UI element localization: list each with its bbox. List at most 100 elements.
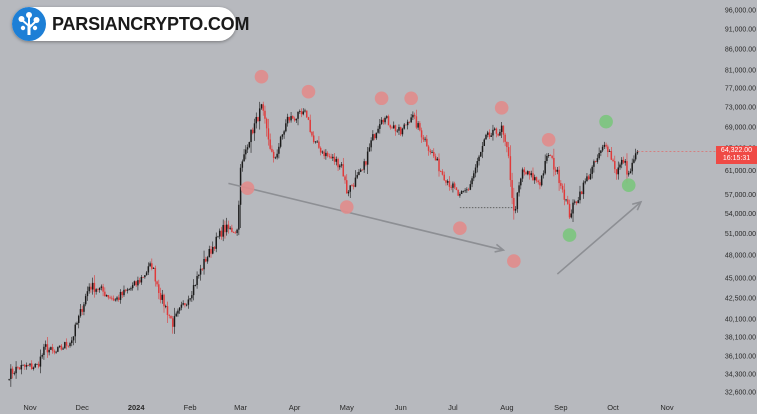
candle-body [422,137,425,140]
trend-arrow-down-head [494,243,506,253]
candle-body [224,224,226,233]
candle-body [323,151,325,157]
brand-name: PARSIANCRYPTO.COM [52,14,250,34]
candle-body [142,276,144,278]
candle-body [114,299,117,301]
candle-body [587,176,590,180]
candle-body [290,116,292,121]
candle-body [171,318,174,327]
candle-body [304,110,306,112]
candle-body [232,232,235,233]
candle-body [278,146,280,154]
candle-body [504,134,506,142]
candle-body [607,146,609,152]
candle-body [248,142,251,148]
last-price: 64,322.00 [720,147,753,154]
candle-body [133,281,136,286]
candle-body [455,187,458,190]
candle-body [147,266,150,273]
candle-body [401,128,404,135]
candle-body [335,158,338,162]
candle-body [603,144,606,147]
candle-body [410,117,412,123]
candle-body [58,345,61,348]
candle-body [399,127,402,135]
brand-logo: PARSIANCRYPTO.COM [12,7,249,41]
candle-body [93,282,96,292]
candle-body [206,257,209,262]
candle-body [102,286,104,292]
candle-body [84,296,87,305]
candle-body [264,110,266,119]
candle-body [316,141,318,143]
trend-arrow-up-head [631,200,643,211]
candle-body [152,267,155,269]
candle-body [565,199,567,201]
candle-body [46,344,49,353]
candle-body [406,121,409,126]
candle-body [166,306,169,315]
candle-body [325,152,327,157]
candle-body [191,295,193,299]
candle-body [586,176,588,182]
candle-body [241,161,244,168]
price-axis[interactable]: 96,000.00 91,000.00 86,000.00 81,000.00 77,0… [725,8,756,397]
candle-body [311,132,313,136]
candle-body [243,154,245,162]
x-tick-label: Jul [448,403,458,412]
candle-body [211,246,214,254]
candle-body [382,119,385,123]
candle-body [198,274,200,277]
candle-body [124,289,127,291]
green-bottom-marker [621,178,636,192]
candle-body [151,263,153,269]
candle-body [199,268,202,275]
candle-body [439,171,442,173]
candle-body [556,169,559,172]
candle-body [312,135,315,142]
candle-body [379,124,381,129]
candle-body [459,193,461,196]
candle-body [238,204,240,230]
candle-body [305,110,308,118]
time-axis[interactable]: Nov Dec 2024 Feb Mar Apr May Jun Jul Aug Sep Oct Nov [23,403,674,412]
candle-body [476,161,479,168]
candle-body [22,364,24,366]
candle-body [178,307,181,311]
candle-body [600,150,602,154]
candle-body [513,197,515,211]
candle-body [480,151,482,157]
candle-body [474,167,477,174]
x-tick-label: Mar [234,403,247,412]
y-tick-label: 51,000.00 [725,231,756,238]
candle-body [608,151,611,152]
candle-body [314,141,317,143]
candle-body [516,192,519,210]
candle-body [299,111,301,112]
candle-body [225,224,228,233]
candle-body [570,213,573,218]
candle-body [279,136,282,147]
candle-body [574,201,576,203]
candle-body [518,185,520,193]
candle-body [469,184,472,190]
candle-body [389,125,392,128]
candle-body [424,138,426,140]
candle-body [398,127,400,131]
candle-body [168,314,170,316]
y-tick-label: 38,100.00 [725,334,756,341]
candle-body [420,130,423,138]
candle-body [488,132,491,137]
candle-body [523,169,526,173]
candle-body [466,189,468,191]
candle-body [135,281,137,286]
candle-body [427,146,430,151]
candle-body [231,227,233,233]
candle-body [567,199,569,204]
candle-body [25,365,28,367]
candle-body [584,181,586,183]
candle-body [288,116,291,121]
candle-body [111,297,113,299]
candle-body [100,286,103,288]
